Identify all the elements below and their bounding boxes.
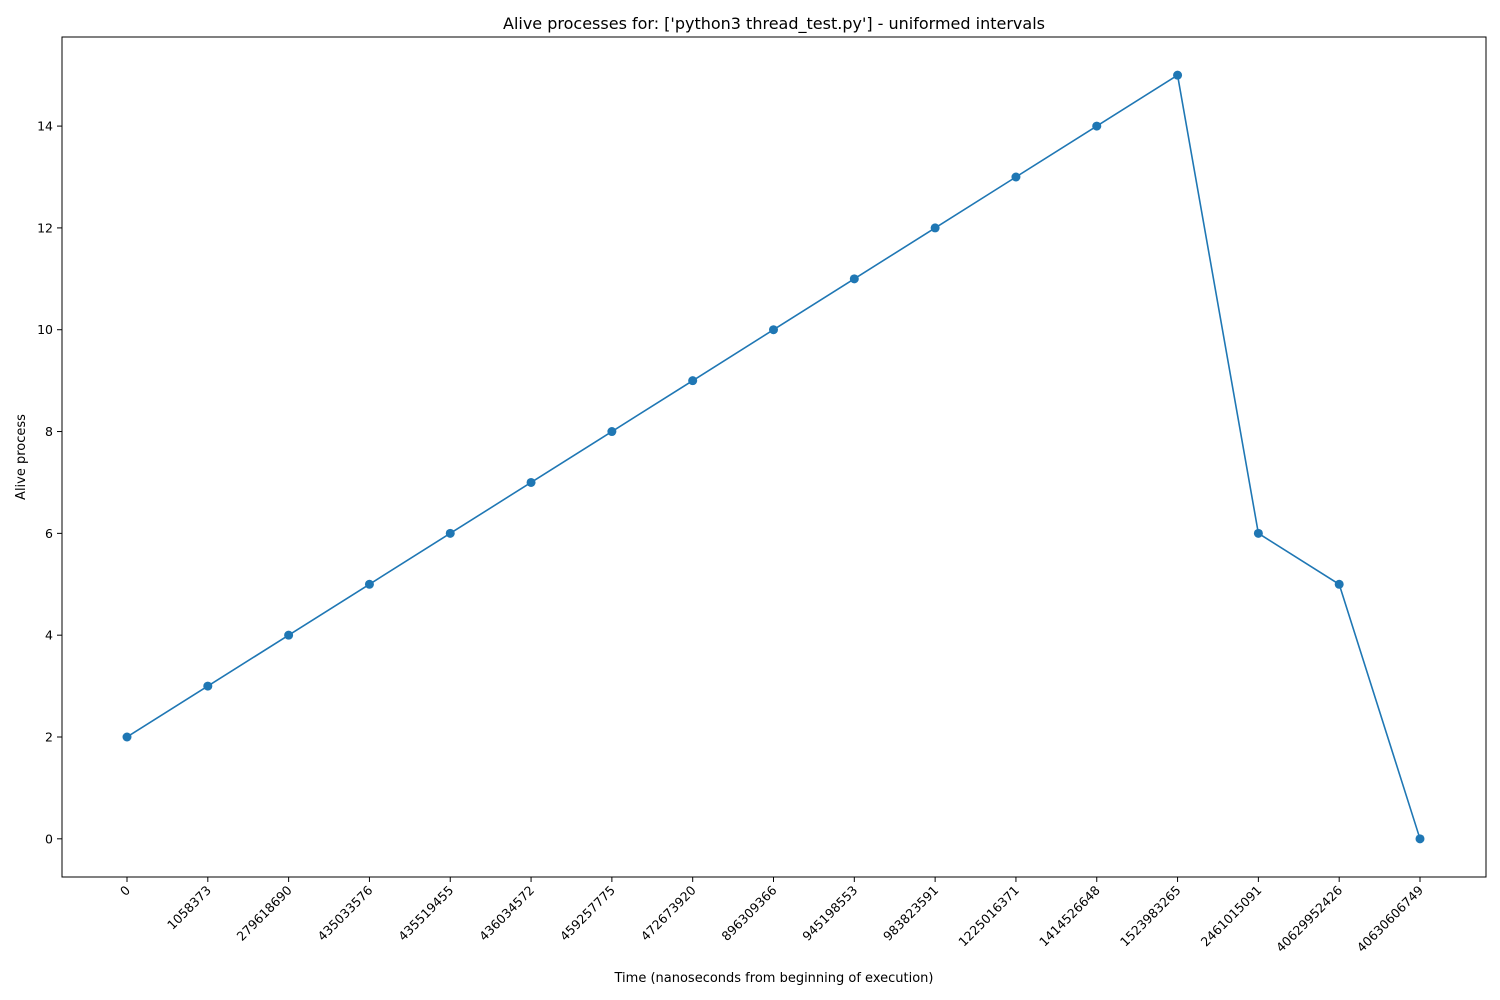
data-point [445, 528, 455, 538]
series-line [126, 73, 1421, 840]
data-point [1011, 172, 1021, 182]
y-tick-label: 2 [45, 730, 53, 745]
data-point [526, 477, 536, 487]
y-axis: 0 2 4 6 8 10 12 14 [37, 119, 62, 846]
x-tick-label: 1058373 [164, 883, 214, 933]
x-tick-label: 40629952426 [1273, 882, 1345, 954]
data-point [769, 325, 778, 335]
data-point [607, 427, 617, 437]
y-tick-label: 10 [37, 322, 53, 337]
x-tick-label: 945198553 [799, 883, 860, 944]
x-tick-label: 436034572 [476, 883, 537, 944]
x-tick-label: 279618690 [234, 882, 295, 943]
data-point [1253, 528, 1263, 538]
x-tick-label: 983823591 [880, 883, 941, 944]
y-tick-label: 8 [45, 424, 53, 439]
x-tick-label: 459257775 [557, 883, 618, 944]
x-tick-label: 2461015091 [1198, 883, 1265, 950]
y-tick-label: 14 [37, 119, 53, 134]
x-tick-label: 1523983265 [1117, 883, 1184, 950]
y-tick-label: 12 [37, 220, 53, 235]
y-tick-label: 6 [45, 526, 53, 541]
y-axis-label: Alive process [14, 414, 29, 500]
data-point [364, 579, 374, 589]
x-tick-label: 40630606749 [1354, 882, 1426, 954]
x-tick-label: 435519455 [395, 883, 456, 944]
data-point [688, 376, 698, 386]
plot-frame [61, 36, 1487, 878]
x-tick-label: 472673920 [638, 882, 699, 943]
x-tick-label: 435033576 [314, 882, 375, 943]
data-point [1334, 579, 1344, 589]
data-point [1092, 121, 1102, 131]
data-points [122, 70, 1425, 844]
data-point [203, 681, 213, 691]
x-axis-label: Time (nanoseconds from beginning of exec… [614, 971, 934, 986]
x-tick-label: 0 [117, 882, 133, 898]
data-point [849, 274, 859, 284]
data-point [122, 732, 132, 742]
x-axis: 0 1058373 279618690 435033576 435519455 43603… [117, 877, 1426, 955]
data-point [284, 630, 294, 640]
data-point [1173, 70, 1183, 80]
y-tick-label: 4 [45, 628, 53, 643]
x-tick-label: 896309366 [718, 882, 779, 943]
y-tick-label: 0 [45, 831, 53, 846]
x-tick-label: 1414526648 [1036, 882, 1103, 949]
chart-title: Alive processes for: ['python3 thread_te… [503, 14, 1045, 34]
data-point [1415, 834, 1425, 844]
x-tick-label: 1225016371 [955, 883, 1022, 950]
data-point [930, 223, 940, 233]
